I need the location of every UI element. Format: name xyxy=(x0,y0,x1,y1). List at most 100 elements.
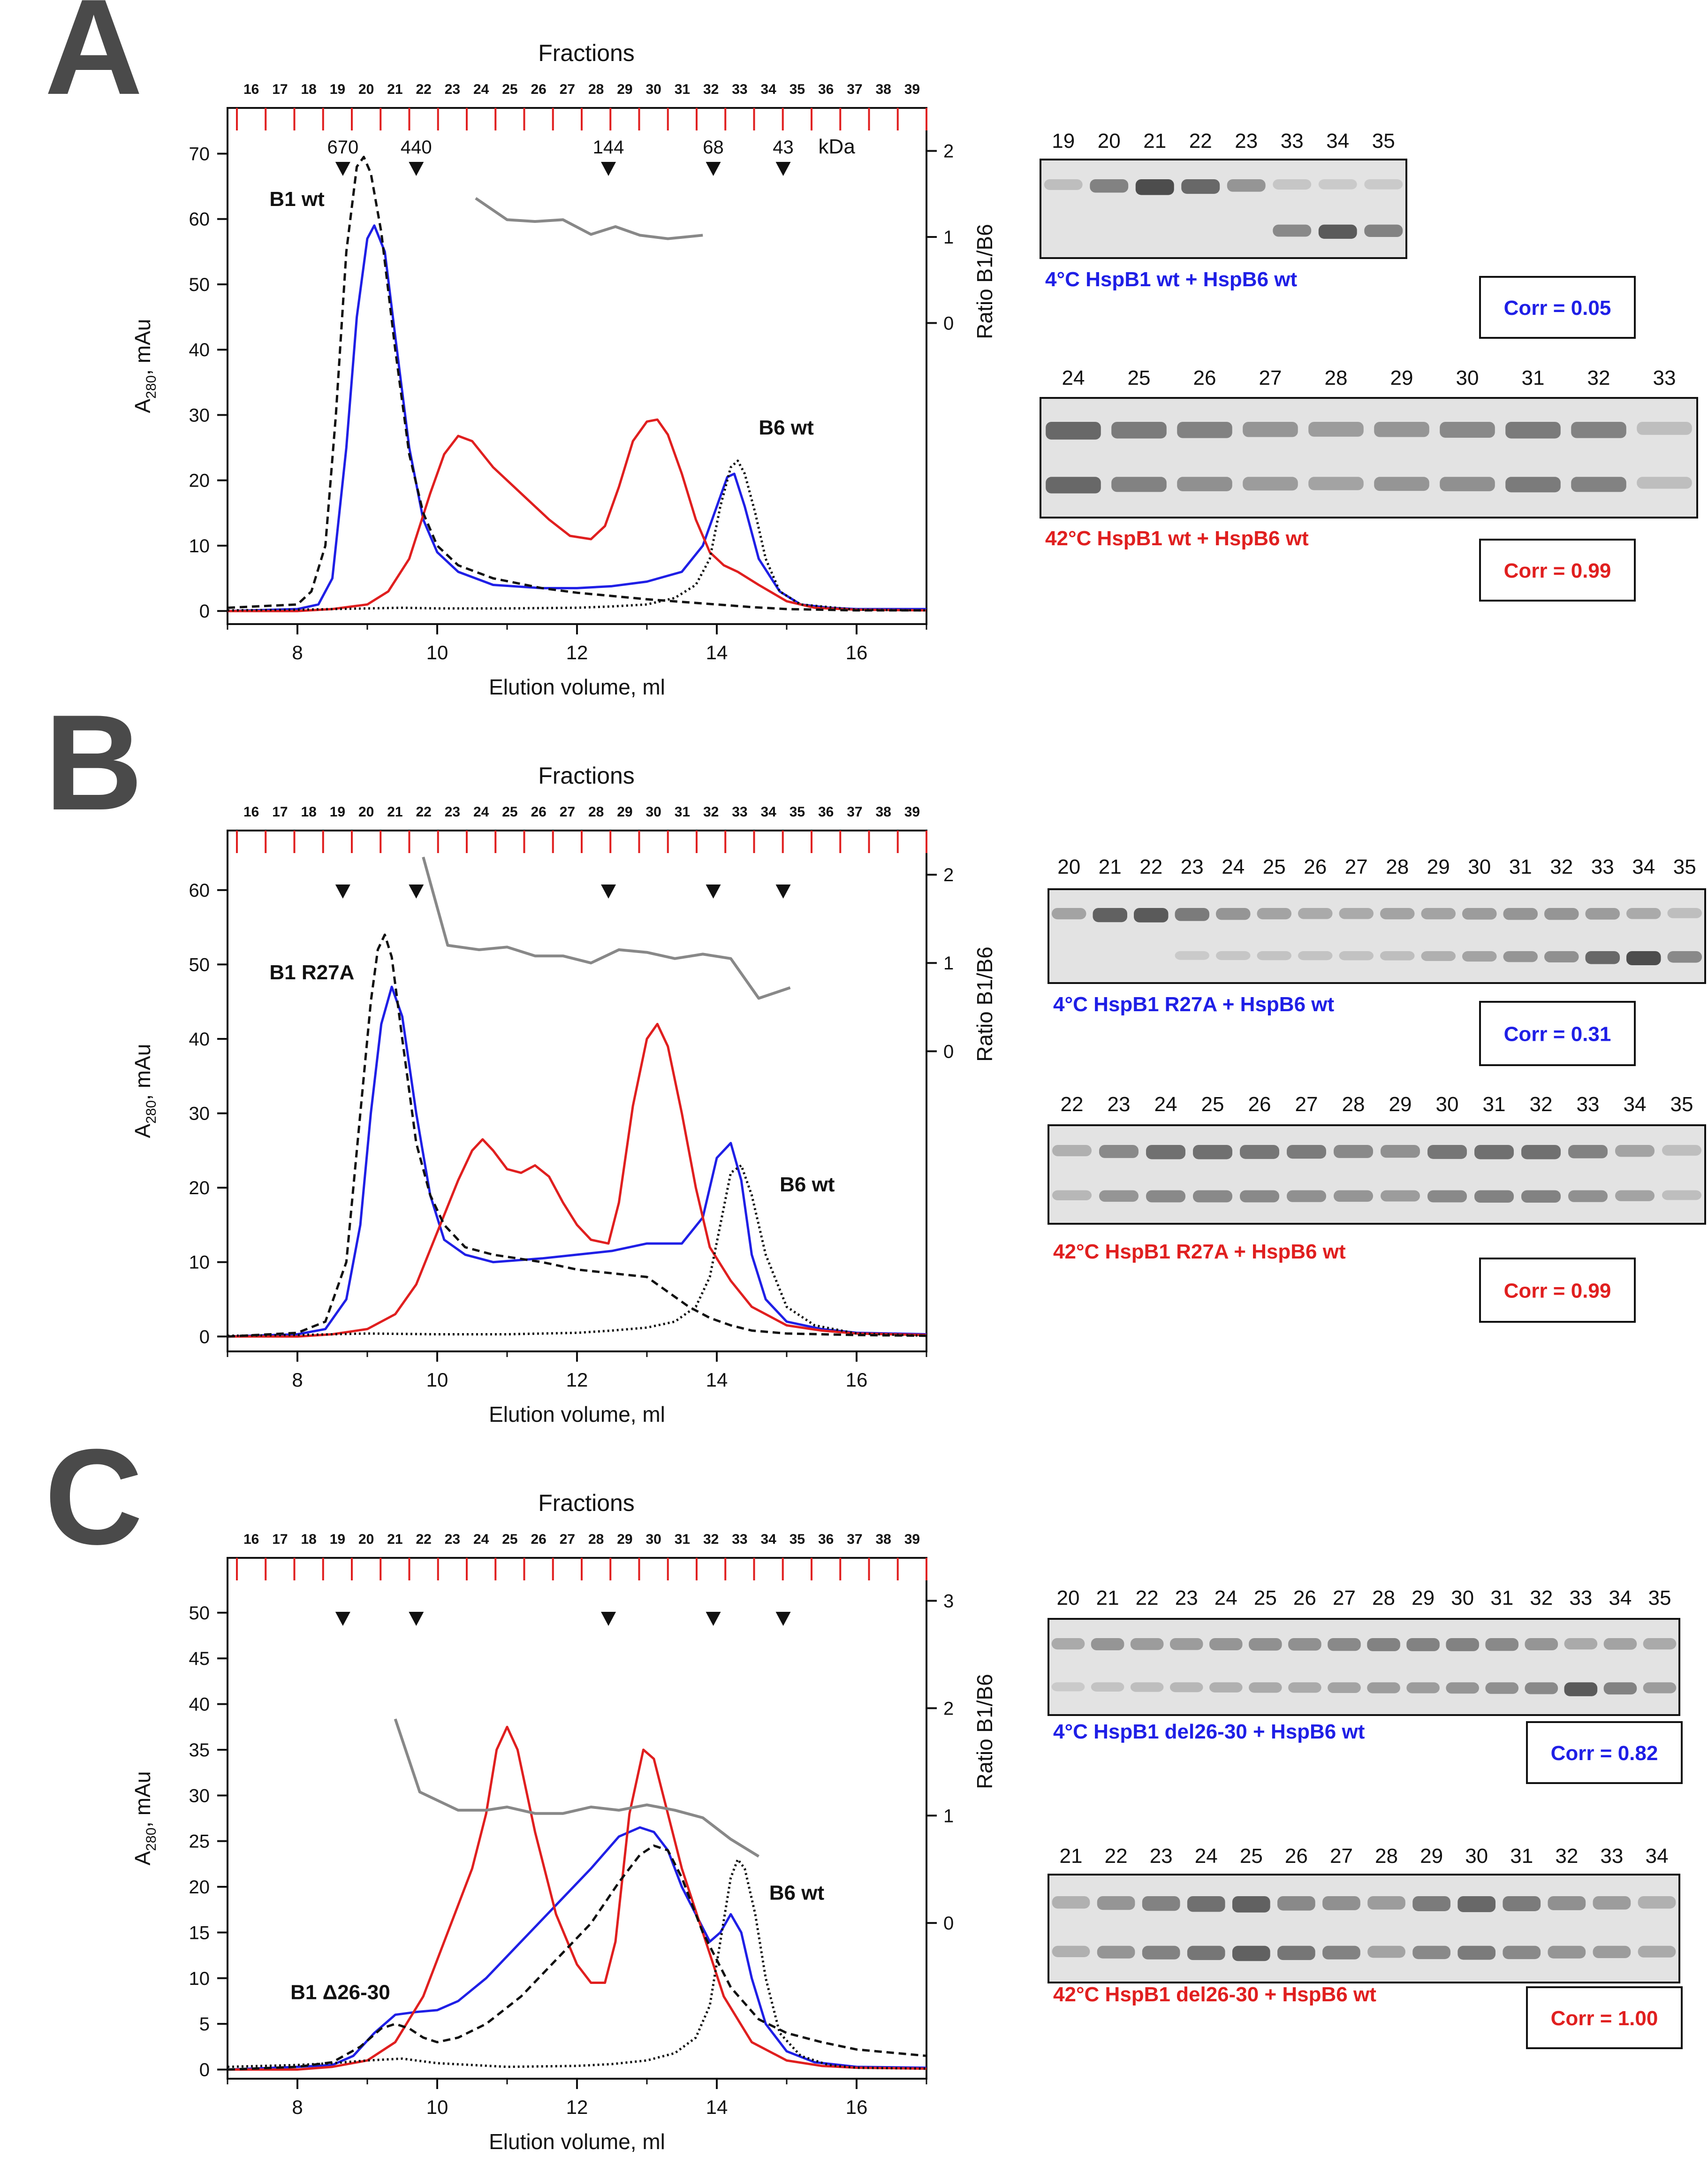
fraction-label: 17 xyxy=(272,804,288,820)
y-tick-label: 30 xyxy=(189,1785,210,1806)
fraction-label: 29 xyxy=(617,82,632,97)
gel-image xyxy=(1040,159,1407,259)
gel-lane-label: 33 xyxy=(1281,130,1304,153)
x-tick-label: 12 xyxy=(566,641,588,663)
y-tick-label: 10 xyxy=(189,536,210,557)
y-axis-label-sub: 280 xyxy=(144,375,159,399)
fraction-label: 25 xyxy=(502,1532,517,1547)
fraction-label: 24 xyxy=(473,1532,489,1547)
gel-band-top xyxy=(1544,908,1579,920)
gel-band-bottom xyxy=(1406,1682,1440,1693)
gel-band-top xyxy=(1298,908,1333,919)
gel-panel-b-2: 22 23 24 25 26 27 28 29 30 31 32 33 34 35 42°C HspB1 R… xyxy=(1048,1093,1706,1323)
y-tick-label: 70 xyxy=(189,144,210,164)
gel-band-bottom xyxy=(1457,1945,1496,1960)
gel-band-top xyxy=(1044,179,1083,190)
fraction-label: 30 xyxy=(645,804,661,820)
gel-band-top xyxy=(1187,1896,1225,1912)
gel-caption: 4°C HspB1 R27A + HspB6 wt xyxy=(1053,993,1334,1016)
gel-lane-label: 31 xyxy=(1490,1586,1513,1609)
gel-lane-label: 29 xyxy=(1389,1093,1412,1116)
fraction-label: 35 xyxy=(789,82,805,97)
gel-band-bottom xyxy=(1643,1682,1677,1693)
gel-band-bottom xyxy=(1099,1190,1139,1202)
y-tick-label: 45 xyxy=(189,1648,210,1669)
gel-band-bottom xyxy=(1421,951,1456,961)
gel-band-top xyxy=(1381,1145,1420,1158)
corr-value: Corr = 0.05 xyxy=(1504,297,1611,320)
fraction-label: 26 xyxy=(531,804,546,820)
gel-band-bottom xyxy=(1111,477,1167,492)
gel-lane-label: 33 xyxy=(1600,1845,1623,1868)
y2-tick-label: 2 xyxy=(943,141,954,162)
fraction-label: 36 xyxy=(818,804,834,820)
gel-band-top xyxy=(1334,1145,1373,1158)
fraction-label: 18 xyxy=(301,804,316,820)
fraction-label: 33 xyxy=(732,1532,747,1547)
gel-lane-label: 25 xyxy=(1254,1586,1277,1609)
gel-lane-label: 28 xyxy=(1375,1845,1398,1868)
gel-band-top xyxy=(1564,1638,1598,1650)
fraction-label: 19 xyxy=(330,82,345,97)
gel-band-bottom xyxy=(1175,951,1209,960)
gel-band-top xyxy=(1603,1638,1637,1650)
corr-box xyxy=(1479,1258,1636,1323)
gel-band-top xyxy=(1637,422,1692,435)
gel-band-top xyxy=(1277,1896,1315,1911)
panel-letter: B xyxy=(45,686,143,839)
gel-lane-label: 26 xyxy=(1293,1586,1316,1609)
fraction-label: 22 xyxy=(416,82,431,97)
gel-lane-label: 28 xyxy=(1325,366,1348,389)
fraction-label: 36 xyxy=(818,82,834,97)
gel-band-top xyxy=(1548,1896,1586,1910)
fractions-title: Fractions xyxy=(538,1490,635,1516)
fraction-label: 29 xyxy=(617,1532,632,1547)
gel-lane-label: 29 xyxy=(1390,366,1413,389)
y2-tick-label: 1 xyxy=(943,953,954,974)
fraction-label: 21 xyxy=(387,1532,402,1547)
marker-triangle xyxy=(409,1612,424,1626)
gel-lane-label: 21 xyxy=(1099,855,1122,878)
x-tick-label: 16 xyxy=(846,641,868,663)
gel-band-top xyxy=(1216,908,1251,920)
marker-label: 144 xyxy=(593,137,624,158)
gel-lane-label: 27 xyxy=(1330,1845,1353,1868)
gel-band-bottom xyxy=(1052,1190,1092,1201)
gel-caption: 4°C HspB1 del26-30 + HspB6 wt xyxy=(1053,1720,1365,1743)
gel-image xyxy=(1048,1618,1680,1716)
marker-triangle xyxy=(775,885,791,899)
gel-lane-label: 30 xyxy=(1468,855,1491,878)
gel-lane-label: 35 xyxy=(1372,130,1395,153)
gel-band-bottom xyxy=(1381,1190,1420,1202)
corr-value: Corr = 0.99 xyxy=(1504,559,1611,582)
y-tick-label: 30 xyxy=(189,1104,210,1124)
fraction-label: 23 xyxy=(445,804,460,820)
y2-tick-label: 0 xyxy=(943,1913,954,1934)
fraction-label: 39 xyxy=(904,82,920,97)
fraction-label: 33 xyxy=(732,82,747,97)
gel-band-bottom xyxy=(1277,1945,1315,1960)
gel-band-bottom xyxy=(1288,1682,1321,1693)
gel-band-top xyxy=(1099,1145,1139,1158)
y2-axis-label: Ratio B1/B6 xyxy=(972,224,997,339)
gel-band-bottom xyxy=(1505,477,1561,493)
marker-triangle xyxy=(706,1612,721,1626)
gel-band-bottom xyxy=(1585,951,1620,964)
y-tick-label: 30 xyxy=(189,405,210,426)
gel-lane-label: 25 xyxy=(1128,366,1151,389)
y-axis-label-sub: 280 xyxy=(144,1828,159,1851)
gel-band-top xyxy=(1593,1896,1631,1910)
gel-band-bottom xyxy=(1273,224,1312,237)
gel-band-bottom xyxy=(1593,1945,1631,1959)
gel-band-bottom xyxy=(1446,1682,1479,1694)
gel-lane-label: 23 xyxy=(1150,1845,1173,1868)
gel-band-top xyxy=(1090,179,1129,193)
marker-triangle xyxy=(775,1612,791,1626)
y2-tick-label: 1 xyxy=(943,227,954,248)
gel-lane-label: 21 xyxy=(1060,1845,1083,1868)
gel-band-top xyxy=(1328,1638,1361,1651)
panel-letter: A xyxy=(45,0,143,123)
gel-band-bottom xyxy=(1662,1190,1701,1200)
gel-lane-label: 28 xyxy=(1372,1586,1395,1609)
